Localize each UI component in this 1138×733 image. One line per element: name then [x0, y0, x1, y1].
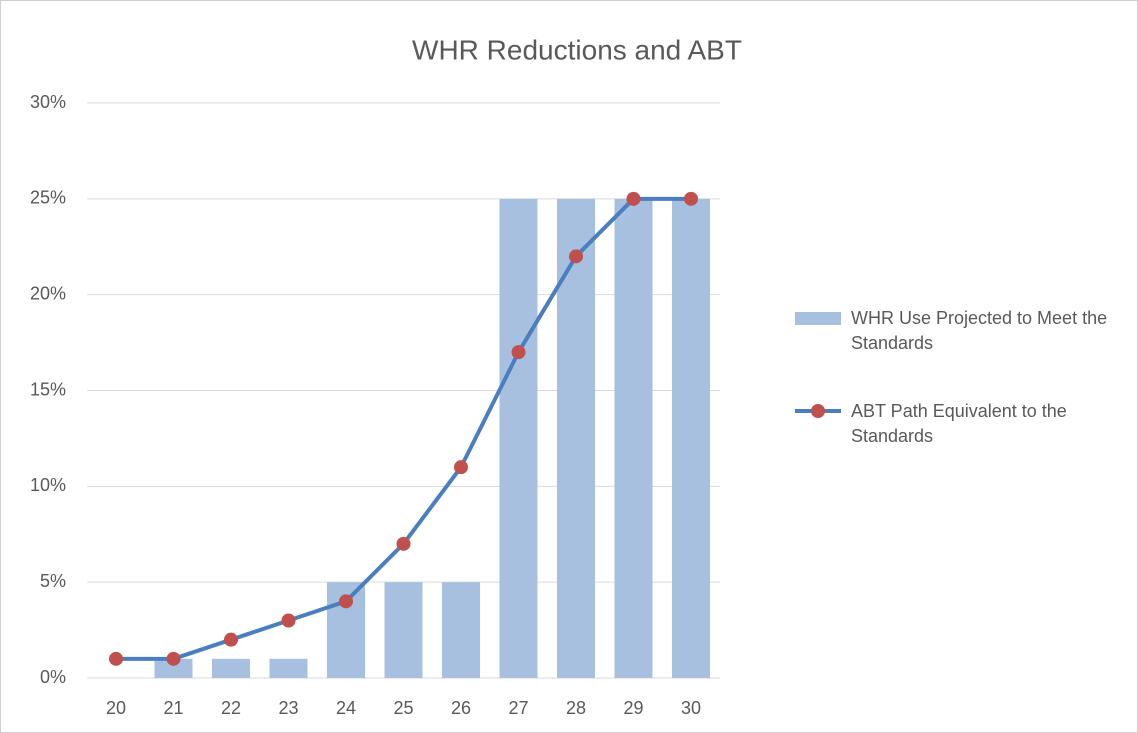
line-marker — [454, 460, 468, 475]
x-tick-label: 28 — [566, 698, 586, 718]
y-tick-label: 10% — [30, 475, 66, 495]
line-marker — [569, 249, 583, 264]
bar — [212, 658, 250, 678]
line-marker — [339, 594, 353, 609]
x-tick-label: 23 — [278, 698, 298, 718]
x-tick-label: 25 — [393, 698, 413, 718]
x-tick-label: 21 — [163, 698, 183, 718]
y-tick-label: 20% — [30, 283, 66, 303]
y-tick-label: 5% — [40, 571, 66, 591]
line-marker — [396, 536, 411, 551]
y-tick-label: 30% — [30, 92, 66, 112]
line-marker — [684, 191, 698, 206]
y-tick-label: 0% — [40, 667, 66, 687]
x-tick-label: 24 — [336, 698, 356, 718]
bar — [557, 198, 595, 679]
x-tick-label: 22 — [221, 698, 241, 718]
legend-swatch — [795, 312, 841, 325]
bar — [499, 198, 538, 679]
bar — [614, 198, 653, 679]
line-marker — [224, 632, 238, 647]
x-tick-label: 29 — [623, 698, 643, 718]
line-marker — [626, 191, 641, 206]
y-tick-label: 25% — [30, 188, 66, 208]
x-tick-label: 30 — [681, 698, 701, 718]
bar — [384, 582, 423, 678]
x-tick-label: 26 — [451, 698, 471, 718]
x-tick-label: 27 — [508, 698, 528, 718]
chart-title: WHR Reductions and ABT — [412, 34, 742, 65]
bar — [154, 658, 193, 678]
legend-label: ABT Path Equivalent to the Standards — [851, 401, 1067, 446]
bar — [269, 658, 308, 678]
bar — [672, 198, 710, 679]
line-marker — [511, 345, 526, 360]
y-tick-label: 15% — [30, 379, 66, 399]
legend-label: WHR Use Projected to Meet the Standards — [851, 308, 1108, 353]
x-tick-label: 20 — [106, 698, 126, 718]
line-marker — [109, 651, 123, 666]
line-marker — [166, 651, 181, 666]
line-marker — [281, 613, 296, 628]
legend-swatch — [811, 404, 825, 418]
bar — [442, 582, 480, 678]
